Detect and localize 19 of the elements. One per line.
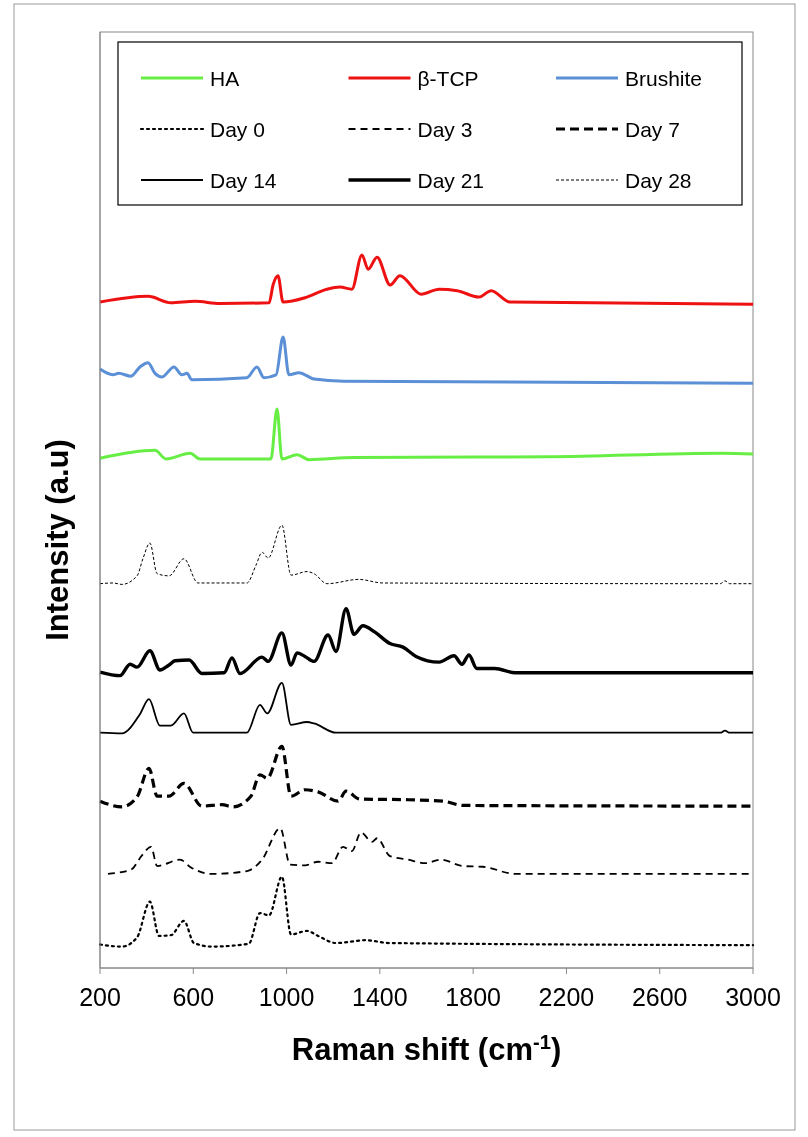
x-tick-label: 1800 <box>445 983 501 1011</box>
x-tick-label: 2600 <box>631 983 688 1011</box>
legend-label: Day 7 <box>625 118 680 141</box>
x-tick-label: 1400 <box>352 983 408 1011</box>
legend-label: Brushite <box>625 67 703 90</box>
legend-label: Day 14 <box>210 169 277 192</box>
legend-label: Day 21 <box>417 169 485 192</box>
legend-label: Day 3 <box>417 118 473 141</box>
y-axis-title: Intensity (a.u) <box>40 439 75 641</box>
x-axis-title: Raman shift (cm$^{-1}$) <box>291 1031 562 1067</box>
legend-label: β-TCP <box>417 67 479 90</box>
x-tick-label: 600 <box>172 983 215 1011</box>
x-tick-label: 1000 <box>258 983 315 1011</box>
x-tick-label: 200 <box>79 983 121 1011</box>
legend-label: Day 28 <box>625 169 692 192</box>
legend-label: Day 0 <box>210 118 265 141</box>
x-tick-label: 2200 <box>538 983 595 1011</box>
legend-label: HA <box>210 67 240 90</box>
x-tick-label: 3000 <box>725 983 781 1011</box>
